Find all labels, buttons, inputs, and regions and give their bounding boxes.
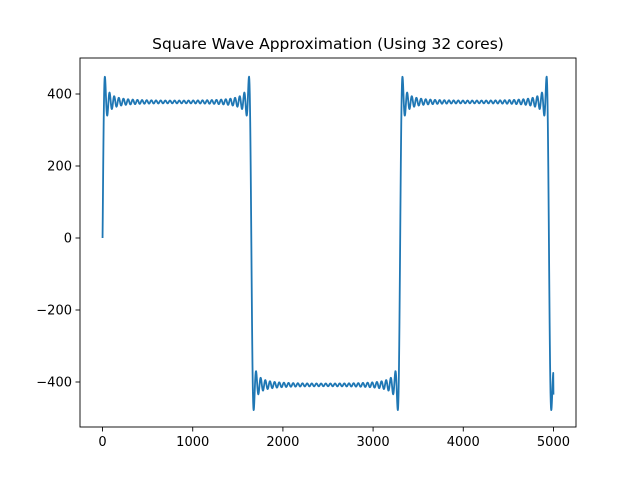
y-tick-label: −200 [36,304,72,319]
y-tick-label: 0 [64,232,72,247]
axes-frame [79,57,577,428]
y-tick-label: −400 [36,376,72,391]
x-tick-label: 1000 [176,435,209,450]
x-tick-label: 0 [98,435,106,450]
y-tick-label: 400 [47,88,72,103]
series-line [101,75,555,411]
x-tick-label: 5000 [537,435,570,450]
y-axis: −400 −200 0 200 400 [36,88,80,391]
chart-title: Square Wave Approximation (Using 32 core… [152,35,504,53]
x-tick-label: 4000 [447,435,480,450]
x-tick-label: 3000 [357,435,390,450]
x-tick-label: 2000 [266,435,299,450]
plot-area [79,57,577,428]
x-axis: 0 1000 2000 3000 4000 5000 [98,427,570,450]
y-tick-label: 200 [47,160,72,175]
